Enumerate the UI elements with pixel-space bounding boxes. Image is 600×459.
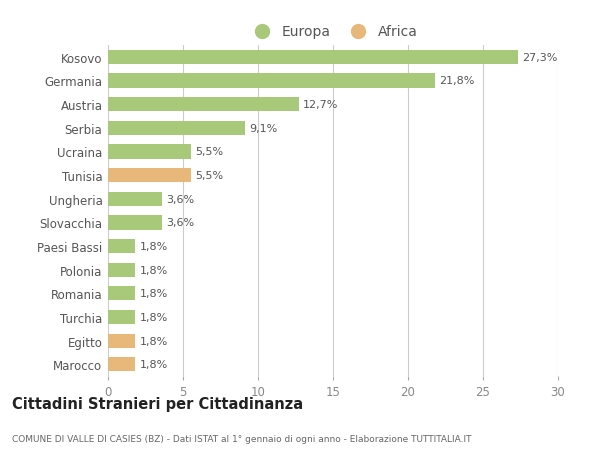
Text: 5,5%: 5,5% bbox=[195, 171, 223, 181]
Text: 3,6%: 3,6% bbox=[167, 194, 194, 204]
Text: 27,3%: 27,3% bbox=[522, 53, 557, 63]
Bar bbox=[108, 145, 191, 159]
Text: 9,1%: 9,1% bbox=[249, 123, 277, 134]
Bar bbox=[108, 168, 191, 183]
Bar bbox=[108, 122, 245, 135]
Bar bbox=[108, 216, 162, 230]
Text: 1,8%: 1,8% bbox=[139, 313, 168, 322]
Bar bbox=[108, 240, 135, 254]
Text: 1,8%: 1,8% bbox=[139, 336, 168, 346]
Text: 12,7%: 12,7% bbox=[303, 100, 338, 110]
Bar bbox=[108, 98, 299, 112]
Bar bbox=[108, 287, 135, 301]
Bar bbox=[108, 263, 135, 277]
Text: COMUNE DI VALLE DI CASIES (BZ) - Dati ISTAT al 1° gennaio di ogni anno - Elabora: COMUNE DI VALLE DI CASIES (BZ) - Dati IS… bbox=[12, 434, 472, 442]
Text: 3,6%: 3,6% bbox=[167, 218, 194, 228]
Bar bbox=[108, 310, 135, 325]
Text: 21,8%: 21,8% bbox=[439, 76, 475, 86]
Bar bbox=[108, 358, 135, 372]
Text: Cittadini Stranieri per Cittadinanza: Cittadini Stranieri per Cittadinanza bbox=[12, 397, 303, 412]
Text: 1,8%: 1,8% bbox=[139, 359, 168, 369]
Bar bbox=[108, 50, 517, 65]
Legend: Europa, Africa: Europa, Africa bbox=[243, 20, 423, 45]
Bar bbox=[108, 74, 435, 89]
Text: 1,8%: 1,8% bbox=[139, 241, 168, 252]
Text: 1,8%: 1,8% bbox=[139, 265, 168, 275]
Bar bbox=[108, 334, 135, 348]
Bar bbox=[108, 192, 162, 207]
Text: 1,8%: 1,8% bbox=[139, 289, 168, 299]
Text: 5,5%: 5,5% bbox=[195, 147, 223, 157]
